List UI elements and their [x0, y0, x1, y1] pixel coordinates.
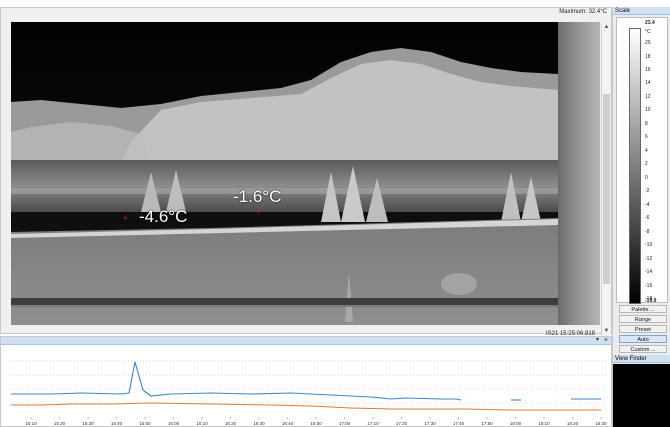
scale-tick-label: -10 [645, 242, 653, 249]
scale-tick-label: -14 [645, 269, 653, 276]
thermal-image[interactable] [11, 22, 558, 325]
scale-tick-label: -8 [645, 228, 650, 235]
maximum-temperature-label: Maximum: 32.4°C [559, 9, 607, 15]
graph-header: ▾ × [1, 337, 611, 345]
scale-tick-label: 4 [645, 147, 648, 154]
scale-tick-label: 6 [645, 134, 648, 141]
spot-marker-icon[interactable]: + [255, 207, 262, 217]
x-tick-label: 16:20 [225, 421, 237, 426]
scale-tick-label: 18 [645, 53, 651, 60]
preset-button[interactable]: Preset [619, 325, 667, 333]
status-bar: IS21 15:25:06.818 [11, 330, 601, 340]
scale-tick-label: 16 [645, 66, 651, 73]
series-line-spot [11, 402, 601, 411]
range-button[interactable]: Range [619, 315, 667, 323]
x-tick-label: 17:20 [396, 421, 408, 426]
scale-tick-label: 14 [645, 80, 651, 87]
pin-icon[interactable]: ▾ [595, 337, 599, 343]
scale-min-value: -19.9 [645, 298, 657, 304]
vertical-scrollbar[interactable]: ▲ ▼ [601, 24, 610, 336]
x-tick-label: 15:10 [25, 421, 37, 426]
close-icon[interactable]: × [603, 337, 608, 344]
scale-tick-label: 0 [645, 174, 648, 181]
view-finder-header: View Finder [613, 355, 670, 363]
x-tick-label: 16:00 [168, 421, 180, 426]
x-tick-label: 17:00 [339, 421, 351, 426]
x-tick-label: 17:50 [481, 421, 493, 426]
x-tick-label: 16:10 [196, 421, 208, 426]
x-tick-label: 15:30 [82, 421, 94, 426]
scale-tick-label: 2 [645, 161, 648, 168]
scale-box: 23.4 °C 20 18 16 14 12 10 8 6 4 2 0 -2 -4 -6 -8 -10 -12-… [616, 17, 668, 304]
custom-button[interactable]: Custom ... [619, 345, 667, 353]
x-tick-label: 16:30 [253, 421, 265, 426]
temperature-graph-panel: ▾ × 15:10 15:20 15:30 15:40 15:50 16:00 16:10 1… [0, 336, 612, 427]
scroll-down-icon[interactable]: ▼ [603, 328, 610, 334]
series-line-max [11, 361, 462, 401]
x-tick-label: 18:10 [538, 421, 550, 426]
image-margin [558, 22, 600, 325]
view-finder[interactable] [613, 364, 670, 427]
auto-button[interactable]: Auto [619, 335, 667, 343]
scale-tick-label: 20 [645, 40, 651, 46]
scale-panel: Scale 23.4 °C 20 18 16 14 12 10 8 6 4 2 0 -2 -4 -6 -8-… [612, 7, 670, 427]
scale-tick-label: -18 [645, 296, 653, 302]
x-tick-label: 16:50 [310, 421, 322, 426]
x-tick-label: 18:30 [595, 421, 607, 426]
scale-tick-label: -2 [645, 188, 650, 195]
scale-tick-label: 12 [645, 93, 651, 100]
spot-marker-icon[interactable]: + [122, 213, 129, 223]
x-tick-label: 17:10 [367, 421, 379, 426]
scale-tick-label: -4 [645, 201, 650, 208]
scale-tick-label: -16 [645, 282, 653, 289]
x-tick-label: 18:00 [510, 421, 522, 426]
scale-tick-label: 8 [645, 120, 648, 127]
timestamp: IS21 15:25:06.818 [545, 331, 595, 337]
scale-tick-label: 10 [645, 107, 651, 114]
x-tick-label: 15:40 [111, 421, 123, 426]
palette-button[interactable]: Palette ... [619, 305, 667, 313]
spot-temperature-label: -4.6°C [139, 207, 188, 226]
spot-temperature-label: -1.6°C [233, 187, 282, 206]
scale-unit: °C [645, 29, 651, 35]
scroll-thumb[interactable] [603, 94, 610, 284]
x-tick-label: 15:20 [54, 421, 66, 426]
scale-header: Scale [613, 7, 670, 15]
x-tick-label: 16:40 [282, 421, 294, 426]
scale-max-value: 23.4 [645, 20, 655, 26]
scale-tick-label: -6 [645, 215, 650, 222]
x-tick-label: 17:30 [424, 421, 436, 426]
scroll-up-icon[interactable]: ▲ [603, 24, 610, 30]
scale-tick-label: -12 [645, 255, 653, 262]
thermal-viewer: Maximum: 32.4°C [0, 7, 612, 337]
x-tick-label: 17:40 [453, 421, 465, 426]
color-scale-bar[interactable] [629, 28, 641, 304]
x-tick-label: 15:50 [139, 421, 151, 426]
temperature-graph[interactable]: 15:10 15:20 15:30 15:40 15:50 16:00 16:10 16:20… [11, 347, 607, 427]
x-tick-label: 18:20 [567, 421, 579, 426]
